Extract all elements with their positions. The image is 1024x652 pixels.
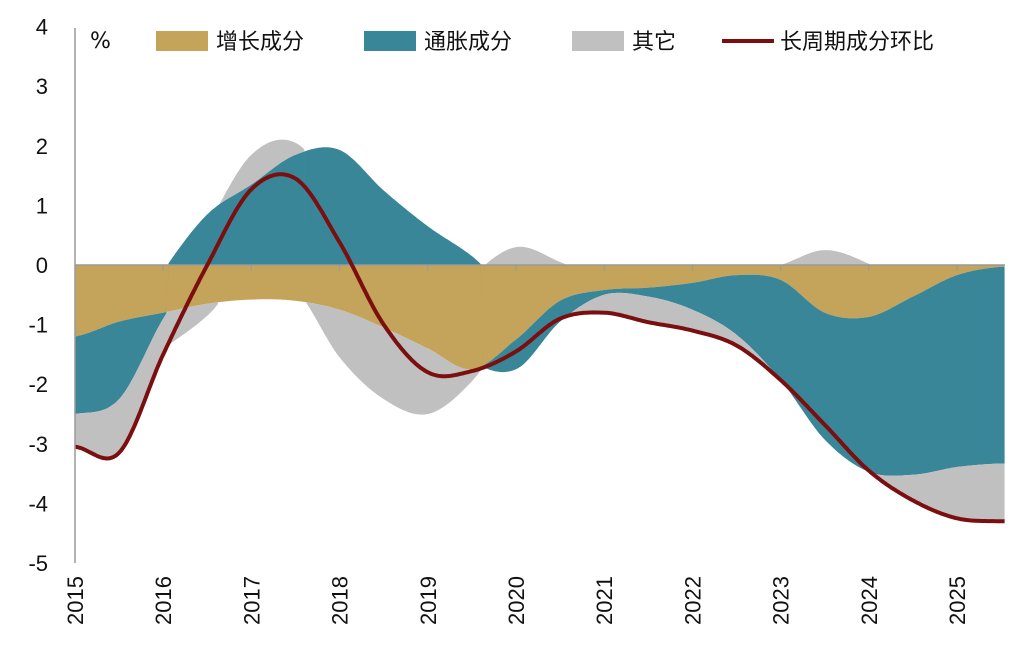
x-tick-label: 2025: [945, 576, 970, 625]
x-tick-label: 2022: [680, 576, 705, 625]
unit-label: %: [90, 29, 111, 54]
x-tick-label: 2020: [504, 576, 529, 625]
y-tick-label: 3: [36, 74, 48, 99]
line-long-cycle-mom: [74, 172, 1005, 524]
legend-swatch-other: [572, 31, 624, 51]
x-tick-label: 2024: [857, 576, 882, 625]
y-tick-label: -1: [28, 313, 48, 338]
y-tick-label: -4: [28, 491, 48, 516]
stacked-areas: [75, 139, 1005, 522]
area-other: [75, 139, 1005, 522]
x-tick-label: 2017: [239, 576, 264, 625]
y-tick-label: -2: [28, 372, 48, 397]
x-tick-labels: 2015 2016 2017 2018 2019 2020 2021 2022 2023 2024…: [63, 265, 970, 625]
y-tick-label: 2: [36, 134, 48, 159]
x-tick-label: 2019: [416, 576, 441, 625]
x-tick-label: 2016: [151, 576, 176, 625]
legend: % 增长成分 通胀成分 其它 长周期成分环比: [90, 29, 934, 55]
y-tick-label: 1: [36, 193, 48, 218]
y-tick-labels: 4 3 2 1 0 -1 -2 -3 -4 -5: [28, 15, 48, 576]
area-inflation: [75, 147, 1005, 476]
y-tick-label: -3: [28, 432, 48, 457]
x-tick-label: 2018: [328, 576, 353, 625]
x-tick-label: 2023: [769, 576, 794, 625]
y-tick-label: -5: [28, 551, 48, 576]
y-tick-label: 0: [36, 253, 48, 278]
x-tick-label: 2021: [592, 576, 617, 625]
legend-label-other: 其它: [632, 30, 676, 55]
legend-label-growth: 增长成分: [216, 30, 304, 55]
x-tick-label: 2015: [63, 576, 88, 625]
legend-label-line: 长周期成分环比: [780, 30, 934, 55]
legend-swatch-inflation: [364, 31, 416, 51]
area-growth: [75, 265, 1005, 370]
legend-label-inflation: 通胀成分: [424, 30, 512, 55]
legend-swatch-growth: [156, 31, 208, 51]
line-layer: [74, 172, 1005, 524]
y-tick-label: 4: [36, 15, 48, 40]
